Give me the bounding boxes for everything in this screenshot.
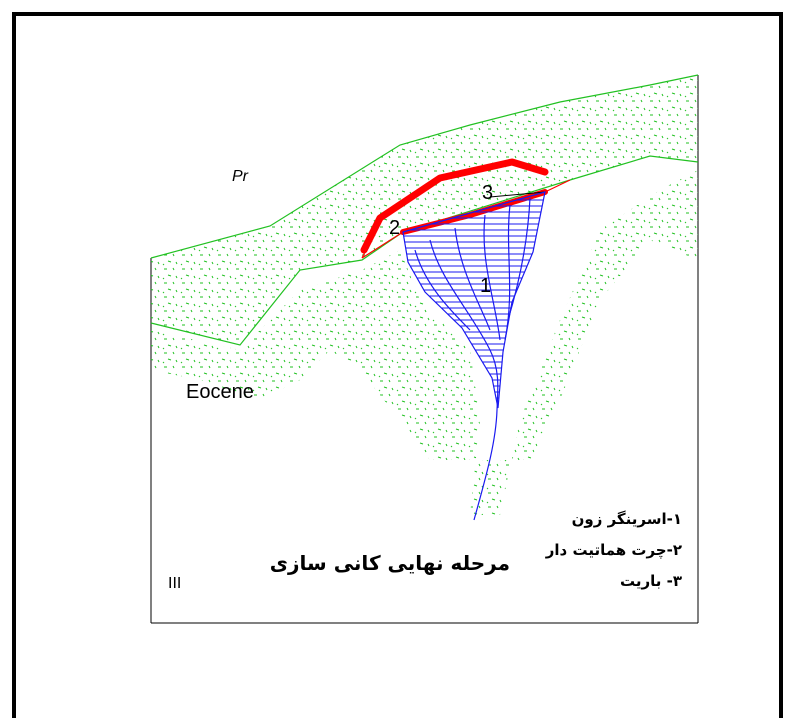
legend-item-2: ۲-چرت هماتیت دار: [545, 541, 682, 560]
top-unit-symbol: Pr: [232, 168, 249, 185]
callout-1: 1: [480, 275, 491, 297]
legend-item-3: ۳- باریت: [620, 572, 682, 590]
diagram-title: مرحله نهایی کانی سازی: [270, 551, 510, 575]
upper-layer-base-contact: [150, 155, 699, 346]
stage-number: III: [168, 575, 181, 592]
lens-black-edge: [489, 191, 546, 198]
eocene-label: Eocene: [186, 381, 254, 403]
eocene-stipple-zone: [151, 170, 698, 515]
upper-stratigraphic-layer: [151, 75, 698, 345]
legend: ۱-اسرینگر زون ۲-چرت هماتیت دار ۳- باریت: [545, 510, 682, 590]
callout-2: 2: [389, 217, 400, 239]
barite-lens: [360, 158, 549, 254]
legend-item-1: ۱-اسرینگر زون: [572, 510, 682, 528]
upper-layer-top-contact: [150, 74, 699, 259]
callout-3: 3: [482, 182, 493, 204]
